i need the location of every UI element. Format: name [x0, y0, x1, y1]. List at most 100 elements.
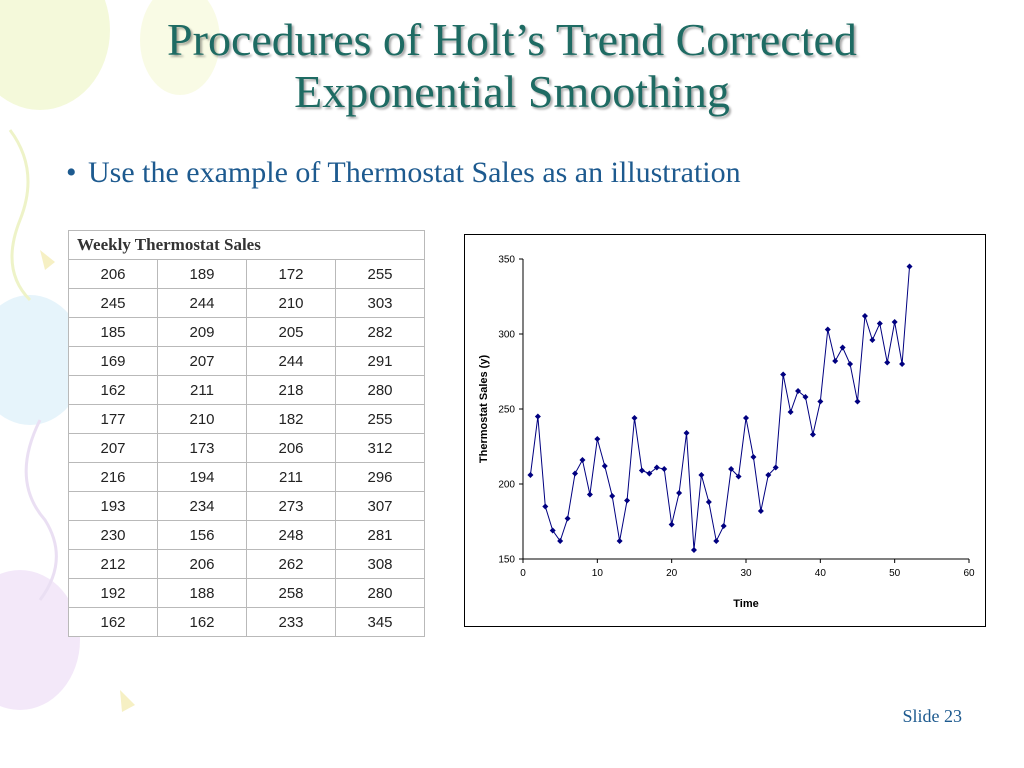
data-point — [609, 493, 616, 499]
data-point — [534, 413, 541, 420]
table-cell: 218 — [246, 375, 336, 405]
data-point — [653, 464, 660, 471]
x-tick-label: 60 — [963, 568, 975, 579]
x-tick-label: 40 — [815, 568, 827, 579]
y-axis-label: Thermostat Sales (y) — [478, 355, 490, 464]
table-cell: 207 — [157, 346, 247, 376]
table-cell: 210 — [157, 404, 247, 434]
title-line-1: Procedures of Holt’s Trend Corrected — [167, 14, 857, 65]
table-cell: 216 — [68, 462, 158, 492]
table-cell: 188 — [157, 578, 247, 608]
table-cell: 177 — [68, 404, 158, 434]
table-cell: 255 — [335, 259, 425, 289]
table-cell: 194 — [157, 462, 247, 492]
table-row: 169 207 244 291 — [68, 346, 425, 376]
table-cell: 185 — [68, 317, 158, 347]
table-cell: 172 — [246, 259, 336, 289]
data-point — [579, 457, 586, 463]
table-cell: 281 — [335, 520, 425, 550]
table-cell: 248 — [246, 520, 336, 550]
data-point — [683, 430, 690, 436]
data-point — [542, 503, 549, 510]
table-row: 192 188 258 280 — [68, 578, 425, 608]
table-row: 230 156 248 281 — [68, 520, 425, 550]
table-cell: 206 — [246, 433, 336, 463]
title-text: Procedures of Holt’s Trend Corrected Exp… — [0, 14, 1024, 118]
table-row: 207 173 206 312 — [68, 433, 425, 463]
table-cell: 312 — [335, 433, 425, 463]
table-row: 185 209 205 282 — [68, 317, 425, 347]
table-cell: 169 — [68, 346, 158, 376]
data-point — [616, 538, 623, 544]
data-point — [795, 388, 802, 394]
y-tick-label: 150 — [498, 555, 515, 566]
table-cell: 209 — [157, 317, 247, 347]
data-point — [891, 319, 898, 325]
data-point — [787, 409, 794, 415]
chart-svg: 150 200 250 300 350 0 10 20 30 40 50 60 Time Thermost… — [478, 255, 975, 611]
table-cell: 206 — [157, 549, 247, 579]
data-point — [661, 466, 668, 472]
table-cell: 258 — [246, 578, 336, 608]
data-point — [869, 337, 876, 343]
weekly-sales-table: Weekly Thermostat Sales 206 189 172 255 245 2… — [68, 230, 425, 637]
data-point — [854, 398, 861, 405]
data-point — [735, 473, 742, 480]
table-row: 212 206 262 308 — [68, 549, 425, 579]
sales-chart: 150 200 250 300 350 0 10 20 30 40 50 60 Time Thermost… — [464, 234, 986, 627]
table-cell: 233 — [246, 607, 336, 637]
table-cell: 345 — [335, 607, 425, 637]
data-point — [824, 326, 831, 333]
table-cell: 189 — [157, 259, 247, 289]
x-tick-label: 0 — [520, 568, 526, 579]
table-cell: 162 — [68, 375, 158, 405]
data-point — [720, 523, 727, 529]
data-point — [638, 467, 645, 474]
y-tick-label: 300 — [498, 330, 515, 341]
x-axis-label: Time — [733, 598, 758, 610]
bullet-dot-icon: • — [66, 156, 77, 189]
table-cell: 303 — [335, 288, 425, 318]
data-point — [847, 361, 854, 367]
table-cell: 173 — [157, 433, 247, 463]
table-cell: 210 — [246, 288, 336, 318]
table-cell: 255 — [335, 404, 425, 434]
data-point — [713, 538, 720, 544]
data-point — [564, 515, 571, 522]
table-cell: 308 — [335, 549, 425, 579]
x-tick-label: 20 — [666, 568, 678, 579]
data-point — [876, 320, 883, 327]
table-cell: 296 — [335, 462, 425, 492]
table-cell: 162 — [68, 607, 158, 637]
data-point — [906, 263, 913, 270]
data-point — [884, 359, 891, 366]
table-cell: 273 — [246, 491, 336, 521]
data-point — [698, 472, 705, 478]
table-cell: 291 — [335, 346, 425, 376]
slide-number: Slide 23 — [902, 706, 962, 726]
data-point — [601, 463, 608, 469]
table-cell: 307 — [335, 491, 425, 521]
table-cell: 207 — [68, 433, 158, 463]
data-point — [861, 313, 868, 319]
data-point — [757, 508, 764, 514]
table-row: 193 234 273 307 — [68, 491, 425, 521]
table-row: 216 194 211 296 — [68, 462, 425, 492]
data-point — [743, 415, 749, 421]
data-point — [572, 470, 579, 477]
table-cell: 182 — [246, 404, 336, 434]
table-cell: 245 — [68, 288, 158, 318]
x-tick-label: 50 — [889, 568, 901, 579]
bullet-text: Use the example of Thermostat Sales as a… — [88, 156, 741, 189]
data-point — [780, 371, 787, 378]
table-cell: 212 — [68, 549, 158, 579]
data-point — [809, 431, 816, 438]
data-point — [549, 527, 556, 534]
table-row: 245 244 210 303 — [68, 288, 425, 318]
x-tick-label: 10 — [592, 568, 604, 579]
data-point — [899, 361, 906, 367]
y-tick-label: 250 — [498, 405, 515, 416]
y-tick-label: 350 — [498, 255, 515, 266]
table-cell: 205 — [246, 317, 336, 347]
data-point — [772, 464, 779, 471]
